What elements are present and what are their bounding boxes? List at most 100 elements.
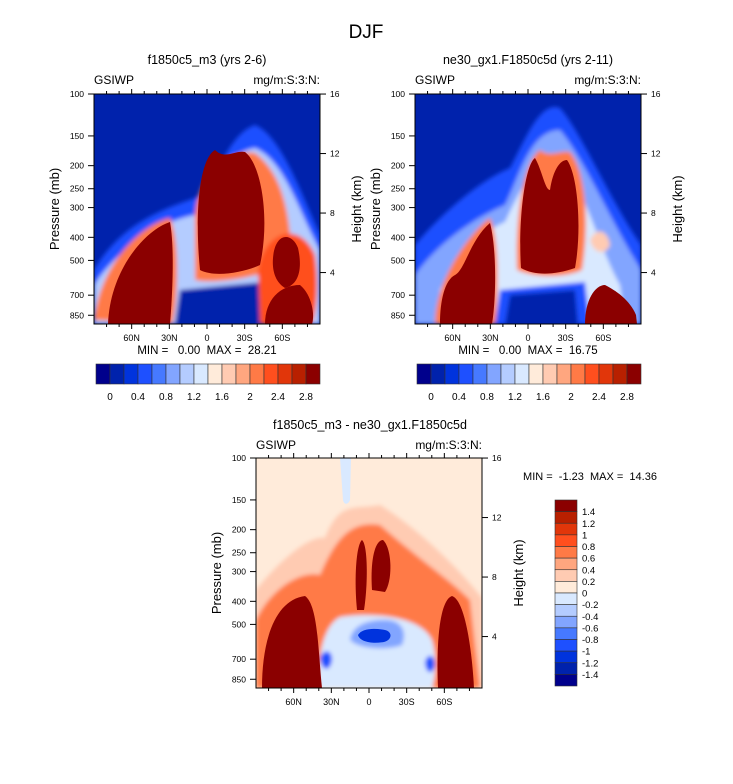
colorbar-swatch [123, 363, 139, 385]
x-tick-label: 60N [444, 333, 461, 343]
panel-diff: f1850c5_m3 - ne30_gx1.F1850c5d GSIWP mg/… [209, 418, 657, 707]
y-tick-label: 200 [232, 525, 246, 535]
panel-2-axes: 60N 30N 0 30S 60S 100 150 200 250 300 400 500 700 850… [391, 89, 661, 343]
panel-diff-colorbar: 1.41.210.80.60.40.20-0.2-0.4-0.6-0.8-1-1… [554, 499, 598, 687]
y2-tick-label: 4 [330, 268, 335, 278]
y-tick-label: 500 [70, 255, 84, 265]
colorbar-swatch [151, 363, 167, 385]
colorbar-swatch [193, 363, 209, 385]
colorbar-label: 1.2 [187, 392, 201, 403]
colorbar-label: 0.2 [582, 577, 595, 588]
colorbar-swatch [554, 639, 578, 652]
panel-1-ylabel: Pressure (mb) [47, 168, 62, 250]
panel-1-s-max-lower [265, 285, 314, 324]
colorbar-label: 1.4 [582, 507, 595, 518]
y2-tick-label: 8 [651, 208, 656, 218]
x-tick-label: 60S [436, 697, 452, 707]
colorbar-swatch [416, 363, 432, 385]
y-tick-label: 100 [232, 453, 246, 463]
panel-2-colorbar: 0 0.4 0.8 1.2 1.6 2 2.4 2.8 [416, 363, 642, 403]
x-tick-label: 30S [558, 333, 574, 343]
panel-1-stats: MIN = 0.00 MAX = 28.21 [137, 345, 276, 357]
colorbar-label: -0.8 [582, 635, 598, 646]
x-tick-label: 30N [161, 333, 178, 343]
y-tick-label: 700 [232, 654, 246, 664]
x-tick-label: 0 [525, 333, 530, 343]
colorbar-swatch [570, 363, 586, 385]
panel-diff-n-neg [320, 651, 332, 669]
colorbar-label: -1.2 [582, 658, 598, 669]
panel-2-tropical-max [520, 158, 579, 274]
colorbar-label: 2.4 [592, 392, 606, 403]
colorbar-swatch [444, 363, 460, 385]
y-tick-label: 850 [391, 310, 405, 320]
x-tick-label: 60S [274, 333, 290, 343]
x-tick-label: 30N [482, 333, 499, 343]
x-tick-label: 60S [595, 333, 611, 343]
colorbar-swatch [249, 363, 265, 385]
colorbar-swatch [554, 511, 578, 524]
colorbar-label: 2.8 [620, 392, 634, 403]
y-tick-label: 300 [391, 203, 405, 213]
colorbar-swatch [554, 592, 578, 605]
panel-2-n-max [440, 223, 496, 324]
y-tick-label: 100 [70, 89, 84, 99]
colorbar-swatch [277, 363, 293, 385]
colorbar-label: 0.4 [131, 392, 145, 403]
panel-2-right-label: mg/m:S:3:N: [574, 73, 641, 87]
colorbar-swatch [554, 534, 578, 547]
colorbar-swatch [235, 363, 251, 385]
colorbar-swatch [179, 363, 195, 385]
colorbar-swatch [430, 363, 446, 385]
colorbar-label: 0 [582, 589, 587, 600]
colorbar-label: 1 [582, 530, 587, 541]
y-tick-label: 300 [70, 203, 84, 213]
colorbar-swatch [95, 363, 111, 385]
y-tick-label: 400 [70, 232, 84, 242]
y-tick-label: 400 [232, 596, 246, 606]
y2-tick-label: 12 [330, 149, 340, 159]
colorbar-swatch [556, 363, 572, 385]
colorbar-label: 0 [428, 392, 434, 403]
panel-1-left-label: GSIWP [94, 73, 134, 87]
panel-diff-tropical-neg-zone [318, 614, 436, 688]
colorbar-label: 1.2 [508, 392, 522, 403]
colorbar-swatch [221, 363, 237, 385]
y-tick-label: 150 [391, 131, 405, 141]
colorbar-swatch [598, 363, 614, 385]
colorbar-swatch [542, 363, 558, 385]
colorbar-swatch [305, 363, 321, 385]
y-tick-label: 700 [70, 290, 84, 300]
x-tick-label: 30N [323, 697, 340, 707]
colorbar-label: 0.4 [582, 565, 595, 576]
y-tick-label: 150 [232, 495, 246, 505]
colorbar-swatch [207, 363, 223, 385]
panel-1: f1850c5_m3 (yrs 2-6) GSIWP mg/m:S:3:N: 6… [47, 53, 364, 403]
colorbar-label: 2.4 [271, 392, 285, 403]
panel-diff-left-label: GSIWP [256, 438, 296, 452]
panel-2-s-max [585, 285, 637, 324]
y-tick-label: 250 [232, 548, 246, 558]
colorbar-swatch [458, 363, 474, 385]
colorbar-swatch [109, 363, 125, 385]
panel-diff-tropical-max-2 [371, 540, 391, 592]
y-tick-label: 100 [391, 89, 405, 99]
y-tick-label: 500 [391, 255, 405, 265]
colorbar-label: 2.8 [299, 392, 313, 403]
panel-1-right-label: mg/m:S:3:N: [253, 73, 320, 87]
colorbar-label: 0.8 [480, 392, 494, 403]
colorbar-swatch [554, 650, 578, 664]
colorbar-label: 0.4 [452, 392, 466, 403]
x-tick-label: 30S [399, 697, 415, 707]
colorbar-label: -0.2 [582, 600, 598, 611]
panel-1-title: f1850c5_m3 (yrs 2-6) [148, 53, 267, 67]
colorbar-swatch [472, 363, 488, 385]
colorbar-swatch [554, 615, 578, 629]
panel-2-plot-area [415, 94, 641, 324]
panel-1-y2label: Height (km) [349, 175, 364, 242]
colorbar-label: 0.6 [582, 554, 595, 565]
x-tick-label: 60N [123, 333, 140, 343]
colorbar-label: 2 [247, 392, 253, 403]
y2-tick-label: 4 [492, 632, 497, 642]
